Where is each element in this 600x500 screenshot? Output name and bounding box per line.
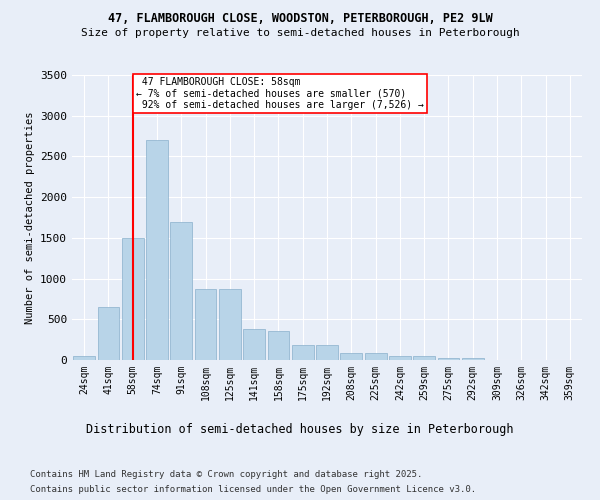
Text: Contains HM Land Registry data © Crown copyright and database right 2025.: Contains HM Land Registry data © Crown c… [30, 470, 422, 479]
Bar [219, 289, 241, 360]
Bar [316, 346, 338, 360]
Bar [146, 140, 168, 360]
Bar [122, 238, 143, 360]
Bar [365, 352, 386, 360]
Bar [170, 222, 192, 360]
Bar [268, 330, 289, 360]
Bar [462, 358, 484, 360]
Bar [437, 358, 460, 360]
Bar [243, 329, 265, 360]
Text: 47 FLAMBOROUGH CLOSE: 58sqm
← 7% of semi-detached houses are smaller (570)
 92% : 47 FLAMBOROUGH CLOSE: 58sqm ← 7% of semi… [136, 76, 424, 110]
Bar [413, 356, 435, 360]
Bar [292, 344, 314, 360]
Text: Contains public sector information licensed under the Open Government Licence v3: Contains public sector information licen… [30, 485, 476, 494]
Bar [389, 356, 411, 360]
Text: Distribution of semi-detached houses by size in Peterborough: Distribution of semi-detached houses by … [86, 422, 514, 436]
Text: 47, FLAMBOROUGH CLOSE, WOODSTON, PETERBOROUGH, PE2 9LW: 47, FLAMBOROUGH CLOSE, WOODSTON, PETERBO… [107, 12, 493, 26]
Bar [73, 356, 95, 360]
Bar [97, 307, 119, 360]
Y-axis label: Number of semi-detached properties: Number of semi-detached properties [25, 112, 35, 324]
Bar [340, 352, 362, 360]
Text: Size of property relative to semi-detached houses in Peterborough: Size of property relative to semi-detach… [80, 28, 520, 38]
Bar [194, 289, 217, 360]
